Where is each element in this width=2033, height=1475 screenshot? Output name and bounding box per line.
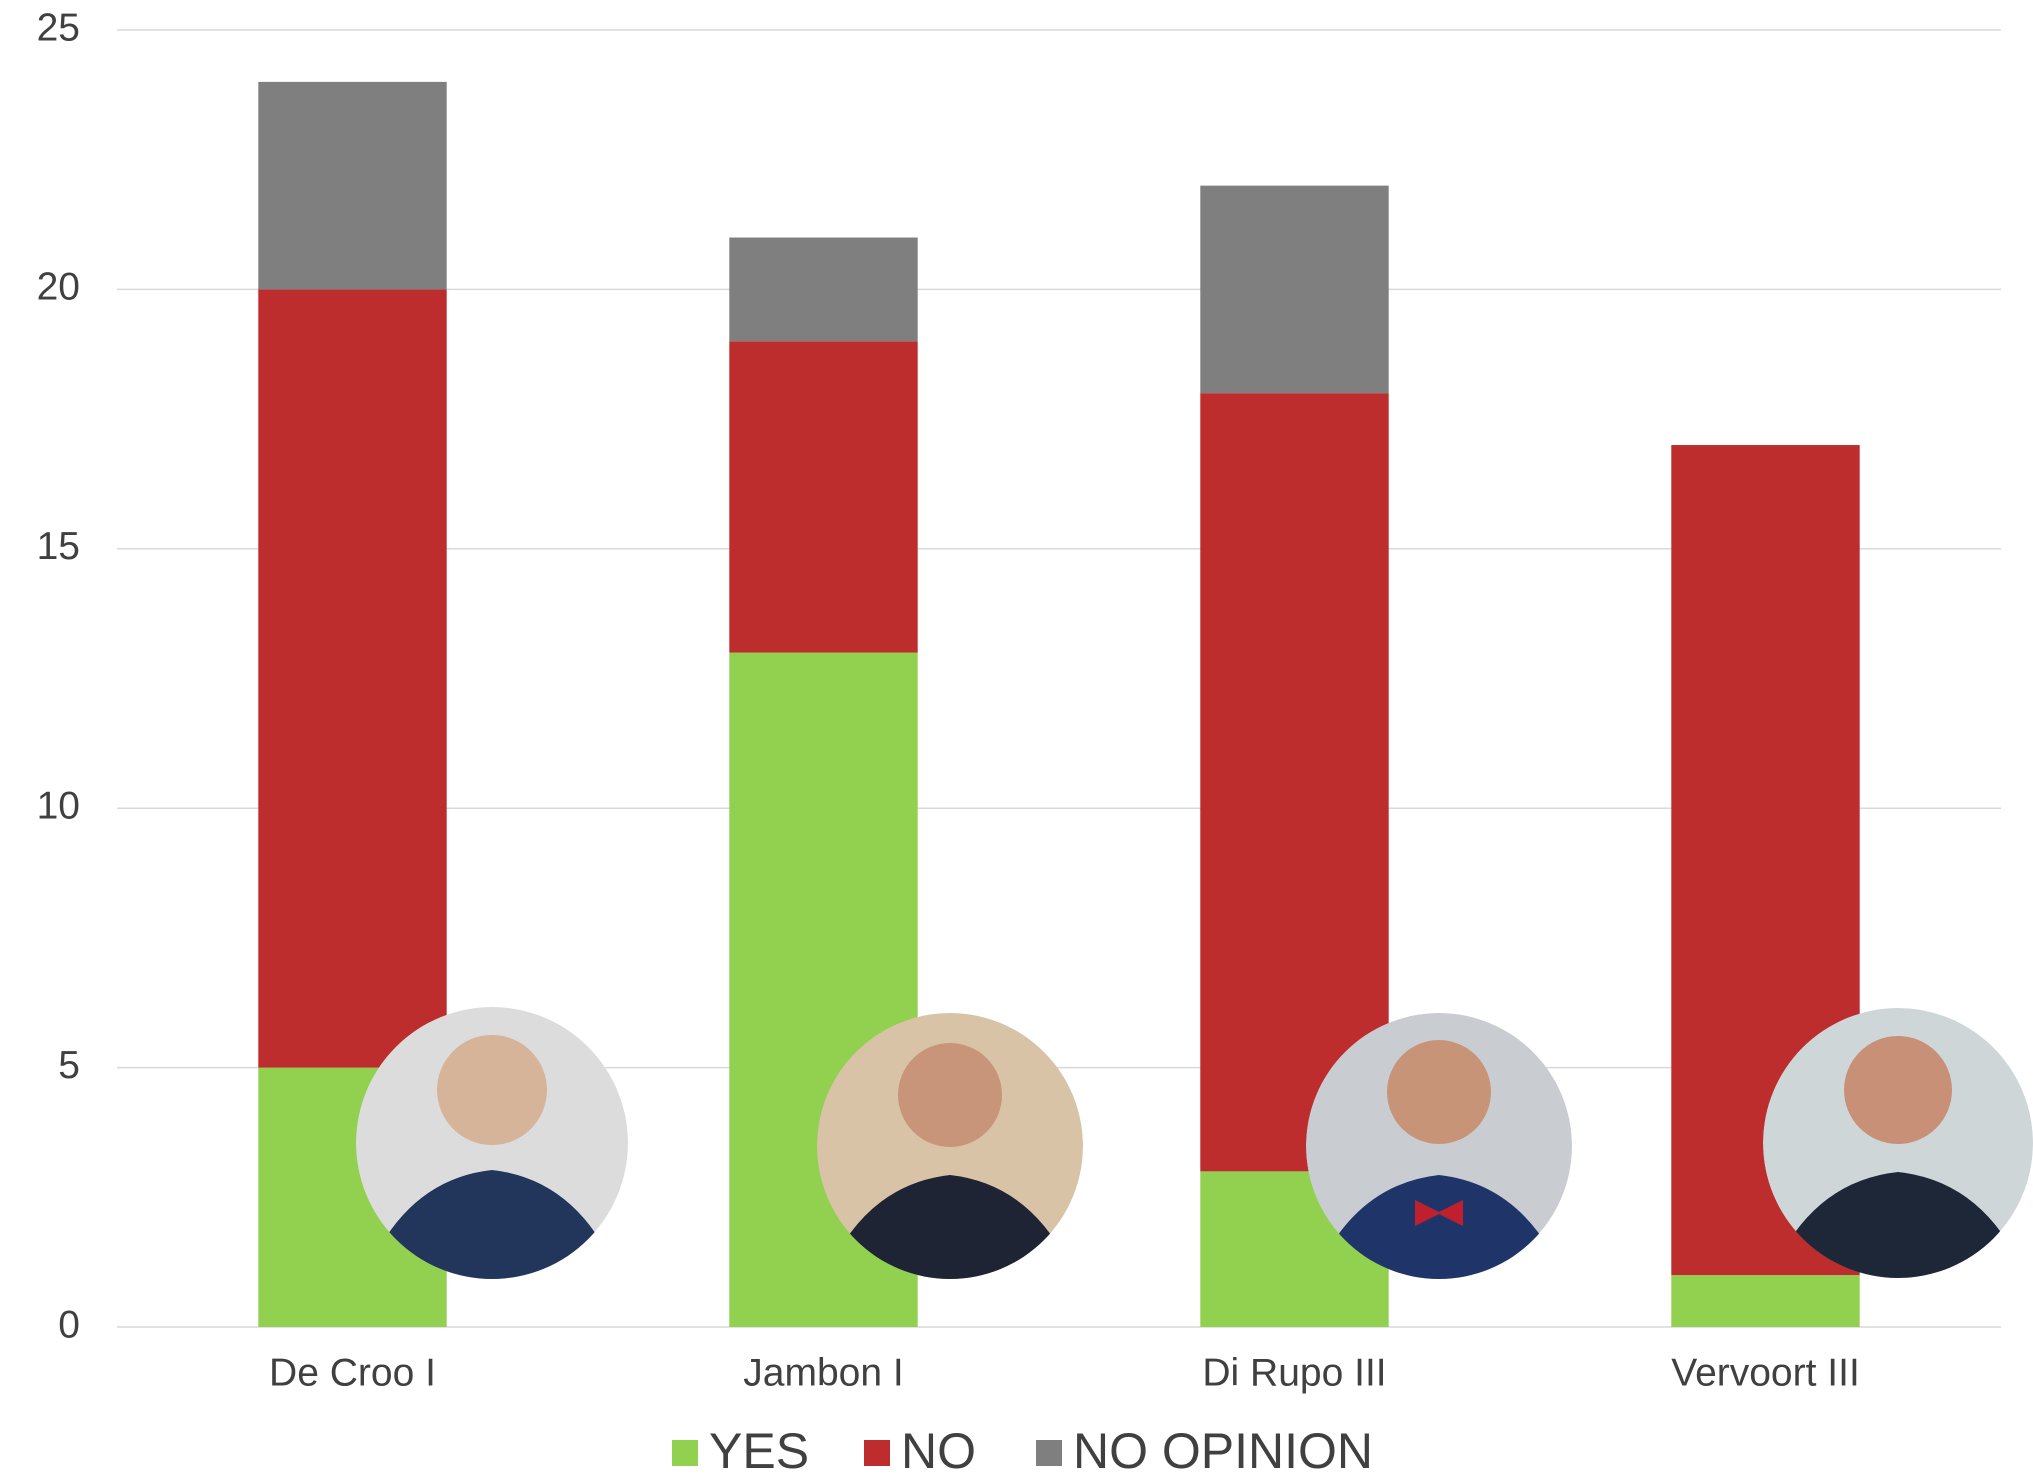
y-tick-label: 20 <box>37 266 80 309</box>
y-tick-label: 25 <box>37 6 80 49</box>
x-tick-label: Vervoort III <box>1671 1351 1860 1394</box>
y-tick-label: 15 <box>37 525 80 568</box>
bar-segment <box>258 289 447 1068</box>
portrait <box>817 1013 1083 1279</box>
legend: YES NO NO OPINION <box>672 1423 1373 1475</box>
bar-segment <box>729 237 918 342</box>
legend-label: YES <box>709 1423 809 1475</box>
bar-segment <box>1671 1275 1860 1327</box>
legend-swatch <box>864 1440 890 1466</box>
bar-segment <box>729 341 918 653</box>
x-tick-label: De Croo I <box>269 1351 436 1394</box>
portrait <box>356 1007 628 1279</box>
plot: 0 5 10 15 20 25 De Croo I Jambon I Di Rupo III Ve… <box>37 6 2001 1394</box>
y-tick-label: 5 <box>58 1044 80 1087</box>
legend-label: NO <box>901 1423 976 1475</box>
legend-label: NO OPINION <box>1073 1423 1373 1475</box>
legend-swatch <box>672 1440 698 1466</box>
x-tick-label: Jambon I <box>743 1351 903 1394</box>
x-tick-label: Di Rupo III <box>1202 1351 1386 1394</box>
portrait <box>1306 1013 1572 1279</box>
bar-segment <box>258 81 447 290</box>
y-tick-label: 0 <box>58 1303 80 1346</box>
y-tick-label: 10 <box>37 784 80 827</box>
bar-segment <box>1200 185 1389 394</box>
legend-swatch <box>1036 1440 1062 1466</box>
